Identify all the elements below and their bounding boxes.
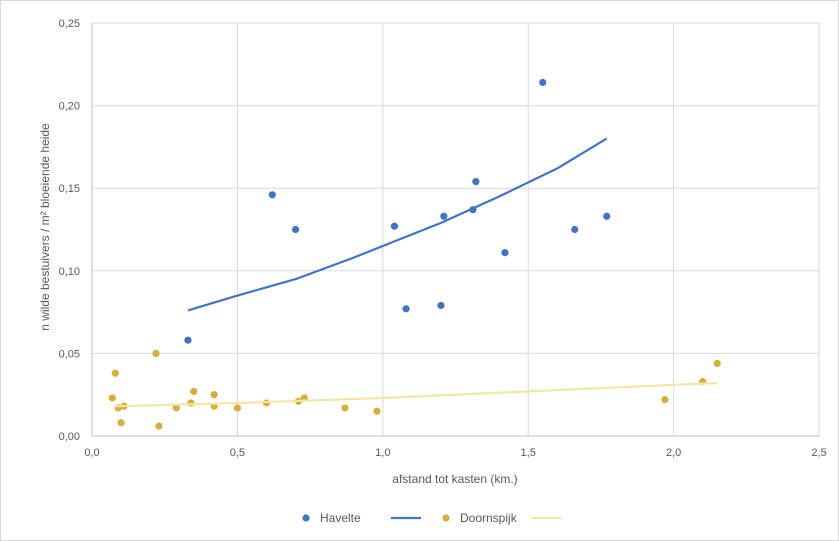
data-series xyxy=(108,78,721,430)
data-point xyxy=(108,394,116,402)
data-point xyxy=(390,222,399,230)
data-point xyxy=(210,391,218,399)
y-tick-label: 0,25 xyxy=(59,18,80,30)
data-point xyxy=(661,396,669,404)
series-1 xyxy=(187,137,608,312)
data-point xyxy=(111,369,119,377)
legend: Havelte Doornspijk xyxy=(302,511,561,525)
x-tick-label: 1,0 xyxy=(375,447,390,459)
axes xyxy=(91,23,819,437)
y-tick-label: 0,20 xyxy=(59,101,80,113)
x-axis-title: afstand tot kasten (km.) xyxy=(392,472,517,486)
y-axis-title: n wilde bestuivers / m² bloeiende heide xyxy=(38,123,52,331)
tick-labels: 0,0 0,5 1,0 1,5 2,0 2,5 0,00 0,05 0,10 0,15 0,20 0,… xyxy=(59,18,827,459)
data-point xyxy=(117,419,125,427)
data-point xyxy=(190,387,198,395)
trendline xyxy=(115,382,718,408)
legend-label: Havelte xyxy=(320,511,361,525)
data-point xyxy=(172,404,180,412)
legend-marker xyxy=(302,514,310,522)
y-tick-label: 0,05 xyxy=(59,348,80,360)
data-point xyxy=(571,225,579,234)
data-point xyxy=(437,301,445,310)
data-point xyxy=(233,404,241,412)
data-point xyxy=(501,249,509,257)
data-point xyxy=(713,359,721,367)
legend-label: Doornspijk xyxy=(460,511,518,525)
data-point xyxy=(184,336,192,344)
data-point xyxy=(155,422,163,430)
data-point xyxy=(341,404,349,412)
data-point xyxy=(402,305,410,313)
gridlines xyxy=(92,22,820,436)
x-tick-label: 0,0 xyxy=(84,447,99,459)
y-tick-label: 0,15 xyxy=(59,183,80,195)
series-3 xyxy=(115,382,718,408)
y-tick-label: 0,00 xyxy=(59,431,80,443)
data-point xyxy=(603,212,611,220)
legend-marker xyxy=(442,514,450,522)
trendline xyxy=(187,137,608,312)
data-point xyxy=(373,407,381,415)
data-point xyxy=(291,225,300,234)
data-point xyxy=(187,399,195,407)
series-0 xyxy=(184,78,611,344)
data-point xyxy=(539,78,547,87)
data-point xyxy=(152,349,160,357)
x-tick-label: 0,5 xyxy=(230,447,245,459)
y-tick-label: 0,10 xyxy=(59,266,80,278)
data-point xyxy=(440,212,448,220)
x-tick-label: 1,5 xyxy=(521,447,536,459)
series-2 xyxy=(108,349,721,430)
x-tick-label: 2,0 xyxy=(666,447,681,459)
data-point xyxy=(268,191,276,199)
x-tick-label: 2,5 xyxy=(811,447,826,459)
data-point xyxy=(472,177,480,186)
